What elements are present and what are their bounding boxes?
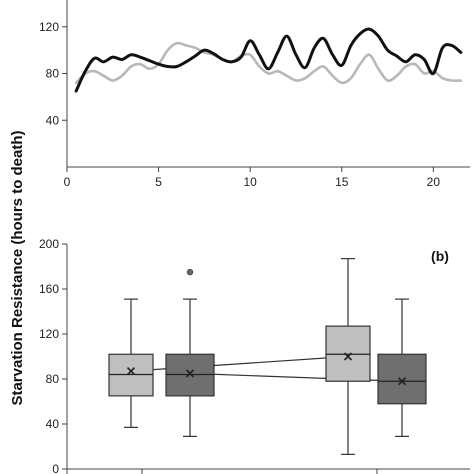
panel-b-y-tick-label: 160 — [39, 282, 59, 296]
panel-b-mean-trend-line — [130, 355, 349, 372]
panel-b-y-tick-label: 200 — [39, 237, 59, 251]
panel-b-box-plot: (b) 0 40 80 120 160 200 — [39, 237, 470, 474]
panel-b-label: (b) — [431, 248, 449, 264]
box-outlier-point — [186, 268, 194, 276]
panel-b-y-tick-label: 80 — [46, 372, 60, 386]
panel-a-y-tick-label: 80 — [46, 67, 60, 81]
panel-b-y-tick-label: 40 — [46, 417, 60, 431]
box-mean-marker — [126, 367, 136, 376]
box-mean-marker — [343, 352, 353, 361]
panel-a-y-tick-label: 120 — [39, 20, 59, 34]
panel-a-x-tick-label: 0 — [64, 175, 71, 189]
panel-a-x-tick-label: 5 — [155, 175, 162, 189]
panel-a-x-tick-label: 20 — [427, 175, 441, 189]
shared-y-axis-label: Starvation Resistance (hours to death) — [9, 130, 26, 405]
box-mean-marker — [185, 369, 195, 378]
panel-a-x-tick-label: 10 — [244, 175, 258, 189]
panel-a-series-line-2 — [74, 41, 463, 85]
panel-a-series-line-1 — [74, 27, 463, 93]
panel-a-x-tick-label: 15 — [335, 175, 349, 189]
panel-b-y-tick-label: 0 — [52, 462, 59, 474]
box-mean-marker — [397, 377, 407, 386]
panel-a-y-tick-label: 40 — [46, 113, 60, 127]
box-iqr — [377, 353, 427, 405]
panel-b-y-tick-label: 120 — [39, 327, 59, 341]
panel-a-line-chart: 40 80 120 0 5 10 15 20 — [39, 0, 470, 189]
